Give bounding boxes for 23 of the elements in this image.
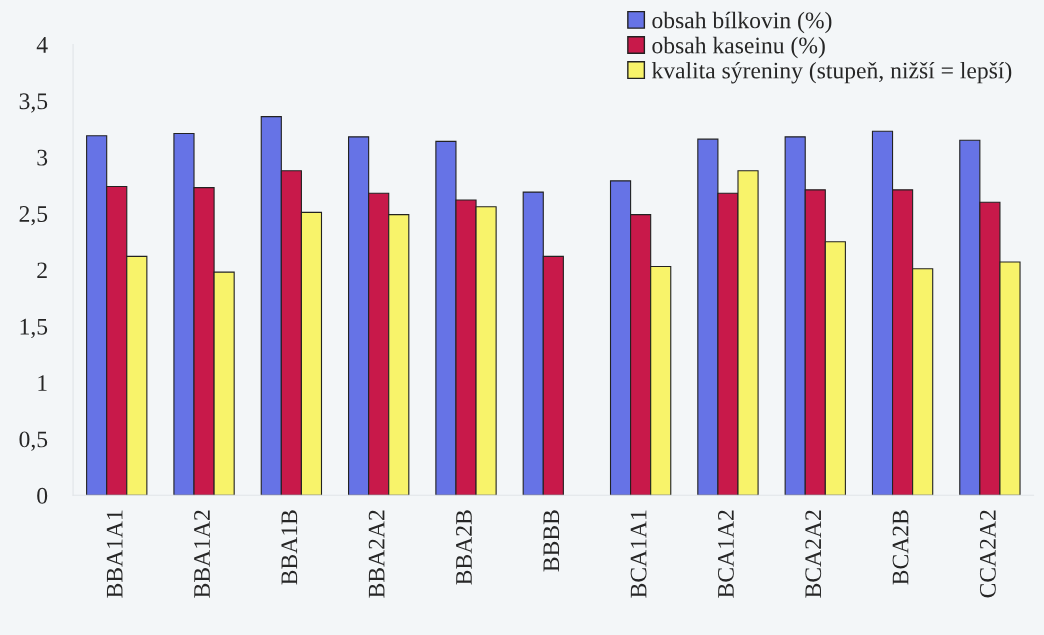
x-tick-label: BBA1A1	[106, 510, 123, 598]
x-tick-label: BCA1A2	[718, 510, 734, 598]
y-tick-label: 3	[37, 149, 48, 166]
x-tick-label: BBA1B	[281, 510, 298, 585]
y-tick-label: 4	[36, 37, 48, 53]
legend-label: kvalita sýreniny (stupeň, nižší = lepší)	[651, 61, 1012, 84]
x-tick-label: BCA2A2	[805, 510, 822, 598]
y-tick-label: 3,5	[19, 93, 48, 113]
y-tick-label: 1,5	[20, 318, 48, 339]
y-tick-label: 2	[37, 262, 47, 279]
legend-label: obsah bílkovin (%)	[652, 11, 832, 34]
x-tick-label: BBA2B	[456, 510, 472, 585]
y-tick-label: 0	[37, 487, 48, 504]
x-tick-label: BBBB	[543, 510, 560, 572]
legend-label: obsah kaseinu (%)	[652, 36, 825, 59]
x-tick-label: BCA1A1	[630, 510, 647, 598]
y-tick-label: 1	[38, 375, 47, 391]
x-tick-label: CCA2A2	[979, 510, 996, 598]
x-tick-label: BBA1A2	[194, 510, 210, 598]
y-tick-label: 0,5	[19, 431, 48, 451]
x-tick-label: BBA2A2	[368, 510, 385, 598]
x-tick-label: BCA2B	[892, 510, 909, 585]
y-tick-label: 2,5	[19, 206, 48, 226]
